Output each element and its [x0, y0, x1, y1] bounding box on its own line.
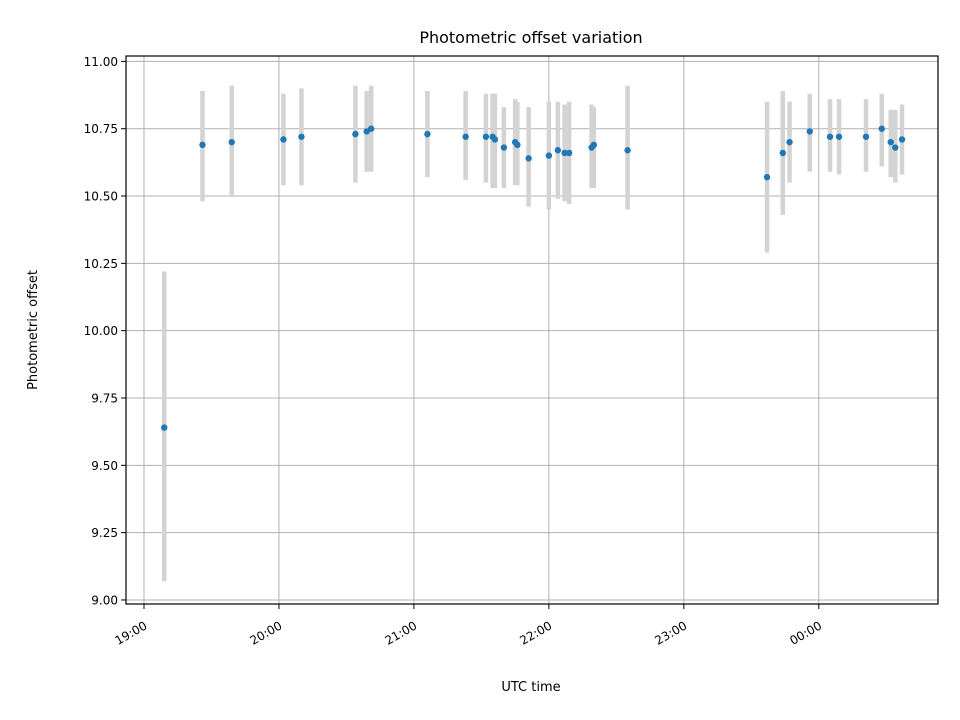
data-point: [367, 125, 375, 132]
data-point: [280, 136, 287, 143]
data-point: [887, 138, 894, 146]
y-axis-label: Photometric offset: [26, 270, 41, 390]
data-point: [514, 141, 521, 149]
data-point: [763, 173, 771, 181]
chart-title: Photometric offset variation: [419, 28, 642, 47]
y-tick-label: 11.00: [84, 55, 118, 69]
data-point: [525, 155, 532, 162]
data-point: [491, 136, 499, 143]
point-layer: [161, 125, 906, 431]
data-point: [424, 130, 431, 138]
data-point: [500, 144, 508, 151]
y-tick-label: 9.25: [91, 526, 118, 540]
data-point: [590, 141, 598, 149]
y-tick-label: 10.75: [84, 122, 118, 136]
data-point: [835, 133, 843, 140]
y-tick-label: 9.75: [91, 391, 118, 405]
data-point: [561, 149, 568, 157]
data-point: [545, 152, 553, 159]
data-point: [228, 138, 235, 146]
data-point: [482, 133, 490, 140]
data-point: [352, 130, 359, 138]
y-tick-label: 10.25: [84, 257, 118, 271]
data-point: [806, 128, 813, 135]
data-point: [892, 144, 899, 151]
data-point: [624, 147, 631, 154]
y-axis-ticks: 9.00 9.25 9.50 9.75 10.00 10.25 10.50 10.75 11.0…: [84, 55, 126, 607]
data-point: [199, 141, 206, 149]
data-point: [554, 147, 562, 154]
plot-frame: [125, 55, 939, 605]
y-tick-label: 9.00: [91, 593, 118, 607]
data-point: [898, 136, 906, 143]
data-point: [298, 133, 305, 140]
grid-layer: [126, 56, 938, 604]
data-point: [565, 149, 573, 157]
y-tick-label: 10.00: [84, 324, 118, 338]
data-point: [878, 125, 885, 132]
y-tick-label: 9.50: [91, 459, 118, 473]
x-axis-label: UTC time: [501, 680, 560, 695]
data-point: [862, 133, 870, 140]
data-point: [462, 133, 469, 140]
data-point: [826, 133, 834, 140]
y-tick-label: 10.50: [84, 190, 118, 204]
data-point: [161, 424, 168, 431]
data-point: [786, 138, 793, 146]
data-point: [779, 149, 786, 157]
